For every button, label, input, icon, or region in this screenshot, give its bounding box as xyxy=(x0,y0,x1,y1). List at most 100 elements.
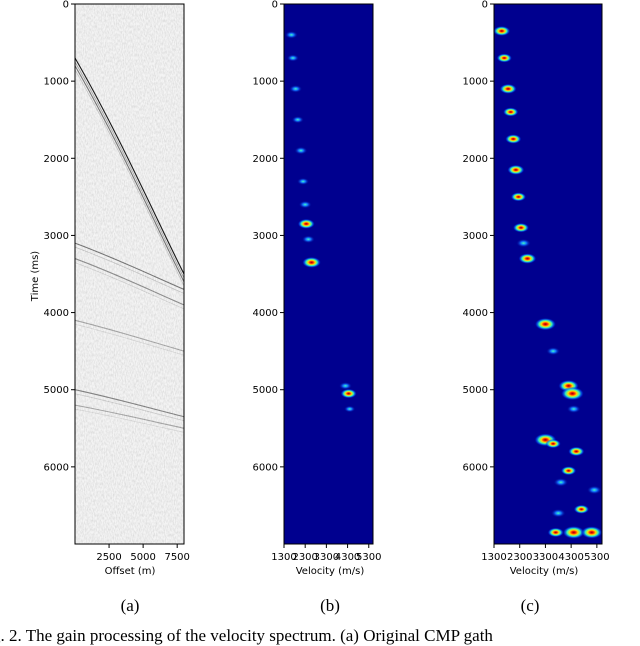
spectrum-peak xyxy=(493,25,511,37)
y-tick-label: 1000 xyxy=(463,77,488,88)
spectrum-peak xyxy=(512,222,530,233)
spectrum-peak xyxy=(516,238,531,248)
spectrum-peak xyxy=(297,218,315,229)
panel-a-noise xyxy=(75,4,184,544)
y-tick-label: 5000 xyxy=(463,385,488,396)
y-tick-label: 6000 xyxy=(463,462,488,473)
spectrum-peak xyxy=(301,235,315,244)
y-tick-label: 4000 xyxy=(463,308,488,319)
reflection-event xyxy=(74,258,185,306)
spectrum-peak xyxy=(291,116,304,124)
spectrum-peak xyxy=(505,134,522,144)
reflection-event xyxy=(74,319,185,352)
y-tick-label: 1000 xyxy=(253,77,278,88)
panel-c-peaks xyxy=(493,25,603,539)
y-tick-label: 0 xyxy=(63,0,69,11)
reflection-event xyxy=(74,389,185,418)
panel-b-xlabel: Velocity (m/s) xyxy=(296,566,365,577)
y-tick-label: 2000 xyxy=(44,154,69,165)
x-tick-label: 2300 xyxy=(507,552,532,563)
reflection-event-echo xyxy=(74,323,185,356)
spectrum-peak xyxy=(343,405,356,413)
spectrum-peak xyxy=(294,146,308,155)
x-tick-label: 5300 xyxy=(584,552,609,563)
spectrum-peak xyxy=(550,508,566,518)
y-tick-label: 0 xyxy=(482,0,488,11)
spectrum-peak xyxy=(586,485,602,495)
panel-a-y-ticks: 0 1000 2000 3000 4000 5000 6000 xyxy=(44,0,75,473)
y-tick-label: 2000 xyxy=(253,154,278,165)
x-tick-label: 1300 xyxy=(481,552,506,563)
spectrum-peak xyxy=(289,85,303,93)
spectrum-peak xyxy=(499,83,517,94)
x-tick-label: 4300 xyxy=(558,552,583,563)
spectrum-peak xyxy=(338,382,352,390)
figure-caption: g. 2. The gain processing of the velocit… xyxy=(0,626,493,645)
spectrum-peak xyxy=(568,446,585,457)
reflection-event-echo xyxy=(74,408,185,433)
spectrum-peak xyxy=(284,31,298,39)
spectrum-peak xyxy=(298,200,312,209)
spectrum-peak xyxy=(566,404,581,414)
reflection-event-echo xyxy=(74,61,185,279)
y-tick-label: 3000 xyxy=(253,231,278,242)
y-tick-label: 5000 xyxy=(253,385,278,396)
spectrum-peak xyxy=(286,54,300,62)
reflection-event xyxy=(74,57,185,275)
y-tick-label: 6000 xyxy=(44,462,69,473)
reflection-event-echo xyxy=(74,393,185,422)
reflection-event-echo xyxy=(74,246,185,294)
reflection-event-echo xyxy=(74,69,185,286)
spectrum-peak xyxy=(510,192,527,202)
panel-a-frame xyxy=(74,3,185,545)
spectrum-peak xyxy=(547,527,564,538)
panel-a-events xyxy=(74,57,185,433)
x-tick-label: 4300 xyxy=(335,552,360,563)
reflection-event xyxy=(74,242,185,290)
y-tick-label: 4000 xyxy=(44,308,69,319)
x-tick-label: 7500 xyxy=(164,552,189,563)
spectrum-peak xyxy=(302,256,322,268)
panel-b-letter: (b) xyxy=(320,596,340,615)
spectrum-peak xyxy=(340,388,357,399)
spectrum-peak xyxy=(562,525,585,539)
x-tick-label: 1300 xyxy=(271,552,296,563)
y-tick-label: 4000 xyxy=(253,308,278,319)
y-tick-label: 3000 xyxy=(44,231,69,242)
spectrum-peak xyxy=(580,526,603,539)
panel-a-ylabel: Time (ms) xyxy=(30,251,41,303)
x-tick-label: 3300 xyxy=(533,552,558,563)
panel-b-y-ticks: 0 1000 2000 3000 4000 5000 6000 xyxy=(253,0,284,473)
panel-c-xlabel: Velocity (m/s) xyxy=(510,566,579,577)
spectrum-peak xyxy=(545,439,561,449)
panel-c-letter: (c) xyxy=(521,596,540,615)
panel-c-x-ticks: 1300 2300 3300 4300 5300 xyxy=(481,544,610,563)
x-tick-label: 2500 xyxy=(96,552,121,563)
panel-c-gain-spectrum: 0 1000 2000 3000 4000 5000 6000 1300 2300 3300 43… xyxy=(463,0,610,615)
spectrum-peak xyxy=(553,477,569,487)
spectrum-peak xyxy=(534,317,557,331)
spectrum-peak xyxy=(560,386,585,401)
reflection-event xyxy=(74,65,185,282)
panel-b-peaks xyxy=(284,31,357,413)
panel-a-xlabel: Offset (m) xyxy=(105,566,156,577)
y-tick-label: 6000 xyxy=(253,462,278,473)
y-tick-label: 5000 xyxy=(44,385,69,396)
y-tick-label: 1000 xyxy=(44,77,69,88)
spectrum-peak xyxy=(507,164,525,175)
spectrum-peak xyxy=(518,253,537,264)
reflection-event-echo xyxy=(74,262,185,310)
panel-a-letter: (a) xyxy=(121,596,140,615)
panel-c-image xyxy=(494,4,602,544)
spectrum-peak xyxy=(573,504,590,514)
y-tick-label: 3000 xyxy=(463,231,488,242)
panel-c-y-ticks: 0 1000 2000 3000 4000 5000 6000 xyxy=(463,0,494,473)
y-tick-label: 0 xyxy=(272,0,278,11)
x-tick-label: 5300 xyxy=(356,552,381,563)
panel-a-cmp-gather: 0 1000 2000 3000 4000 5000 6000 2500 5000 7500 O… xyxy=(30,0,190,615)
spectrum-peak xyxy=(496,53,513,63)
panel-b-frame xyxy=(283,3,374,545)
x-tick-label: 3300 xyxy=(314,552,339,563)
